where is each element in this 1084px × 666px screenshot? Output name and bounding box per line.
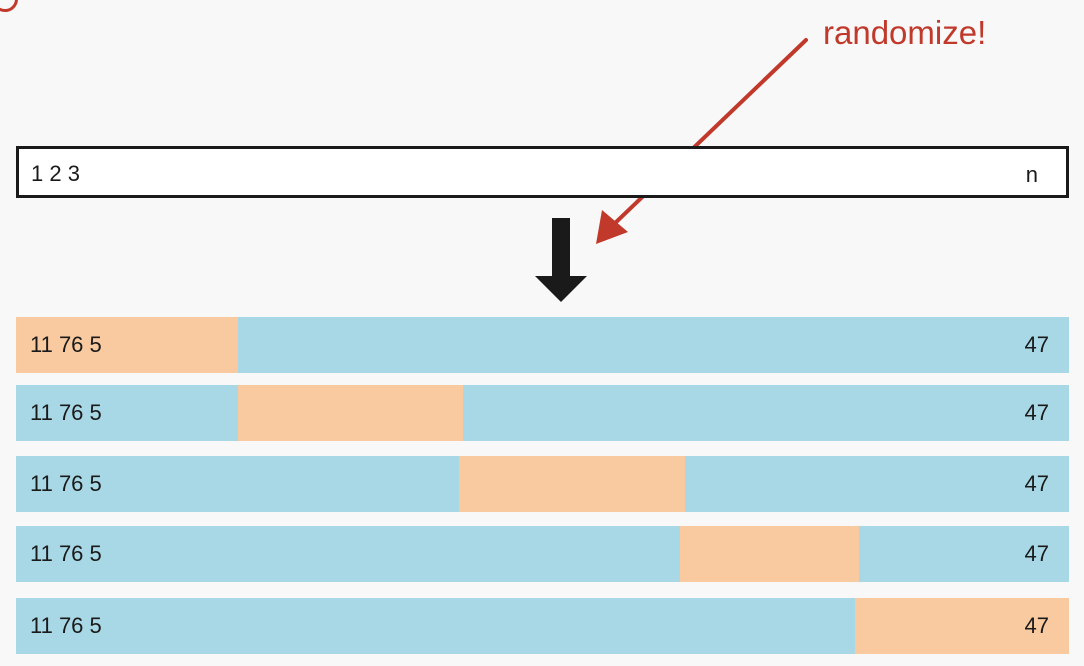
fold-row-3: 11 76 5 47 xyxy=(16,456,1069,512)
fold-end-label: 47 xyxy=(1024,400,1049,425)
fold-row-2: 11 76 5 47 xyxy=(16,385,1069,441)
fold-row-5: 11 76 5 47 xyxy=(16,598,1069,654)
fold-end-label: 47 xyxy=(1024,613,1049,638)
test-segment-fold-3 xyxy=(459,456,685,512)
full-dataset-box: 1 2 3 n xyxy=(16,146,1069,198)
annotation-arrow-line xyxy=(610,38,808,228)
fold-end-label: 47 xyxy=(1024,332,1049,357)
test-segment-fold-2 xyxy=(238,385,463,441)
dataset-end-label: n xyxy=(1025,162,1038,187)
fold-start-label: 11 76 5 xyxy=(30,471,102,496)
fold-start-label: 11 76 5 xyxy=(30,332,102,357)
fold-start-label: 11 76 5 xyxy=(30,541,102,566)
annotation-arrow-head xyxy=(596,210,628,244)
fold-start-label: 11 76 5 xyxy=(30,400,102,425)
fold-row-1: 11 76 5 47 xyxy=(16,317,1069,373)
fold-start-label: 11 76 5 xyxy=(30,613,102,638)
down-arrow-shaft xyxy=(552,218,570,276)
partial-red-circle-decoration xyxy=(0,0,18,12)
test-segment-fold-4 xyxy=(680,526,859,582)
dataset-start-label: 1 2 3 xyxy=(31,161,80,186)
fold-row-4: 11 76 5 47 xyxy=(16,526,1069,582)
fold-end-label: 47 xyxy=(1024,541,1049,566)
randomize-annotation: randomize! xyxy=(823,14,987,51)
test-segment-fold-1 xyxy=(16,317,238,373)
down-arrow-head xyxy=(535,276,587,302)
fold-end-label: 47 xyxy=(1024,471,1049,496)
test-segment-fold-5 xyxy=(855,598,1069,654)
